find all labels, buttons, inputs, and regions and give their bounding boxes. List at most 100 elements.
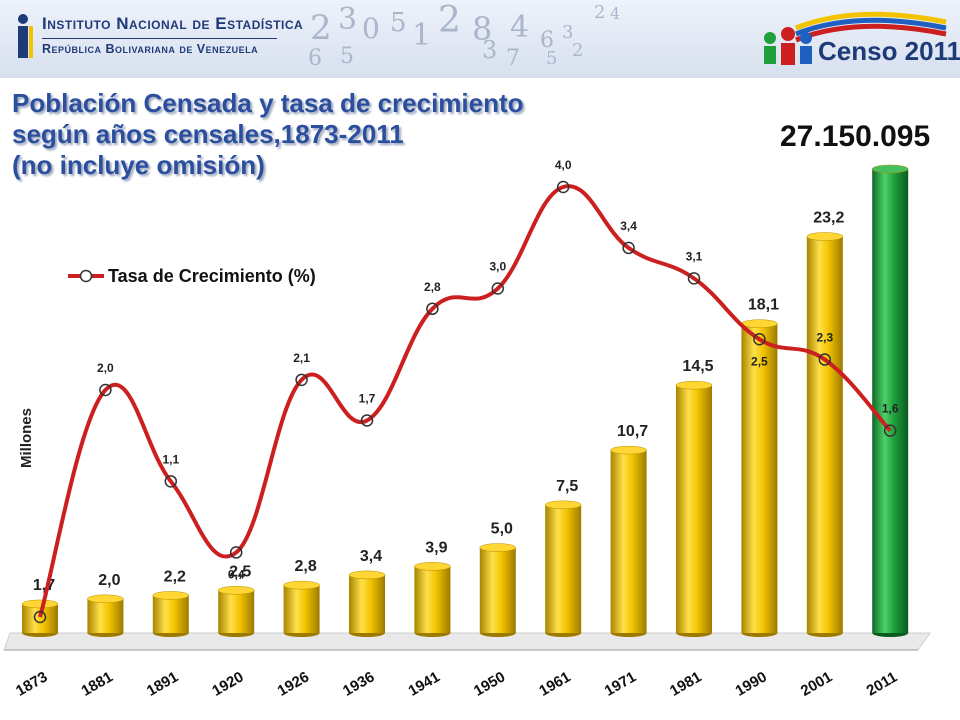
bar-cap (414, 562, 451, 571)
x-tick-label: 2001 (798, 668, 835, 699)
decor-digit: 8 (472, 10, 493, 48)
bar-cap (544, 500, 582, 510)
bar-cap (871, 164, 909, 174)
decor-digit: 6 (308, 46, 322, 71)
bar-cap (152, 591, 190, 600)
bar-1926 (283, 580, 320, 637)
bar-body (872, 169, 909, 633)
bar-body (87, 598, 124, 633)
decor-digit: 2 (594, 2, 606, 23)
growth-rate-label: 2,1 (293, 351, 310, 365)
growth-rate-point (556, 180, 570, 194)
decor-digit: 2 (572, 40, 584, 61)
logo-divider (42, 38, 277, 39)
decor-digit: 4 (610, 4, 621, 23)
bar-value-label: 2,5 (229, 563, 251, 580)
ine-logo-icon (18, 14, 33, 58)
growth-rate-point (622, 241, 635, 255)
growth-rate-point (491, 282, 505, 295)
growth-rate-label: 1,6 (882, 402, 899, 416)
bar-body (414, 566, 451, 633)
bar-1873 (21, 599, 59, 637)
bar-cap (479, 543, 517, 552)
decor-digit: 6 (540, 28, 554, 53)
x-tick-label: 1961 (536, 668, 573, 699)
growth-rate-label: 2,0 (97, 361, 114, 375)
bar-cap (21, 599, 59, 609)
growth-rate-label: 0,4 (228, 567, 245, 581)
bar-value-label: 10,7 (617, 423, 648, 440)
total-population-2011: 27.150.095 (780, 120, 931, 153)
growth-rate-label: 2,8 (424, 280, 441, 294)
x-tick-label: 1920 (209, 668, 246, 699)
decor-digit: 7 (506, 46, 520, 71)
decor-digit: 2 (310, 8, 332, 48)
decor-digit: 4 (510, 10, 530, 45)
bar-cap (741, 319, 778, 328)
bar-value-label: 18,1 (748, 297, 779, 314)
bar-value-label: 3,4 (360, 548, 382, 565)
bar-body (610, 450, 647, 633)
bar-1990 (741, 319, 778, 637)
x-tick-label: 1926 (275, 668, 312, 699)
bar-value-label: 5,0 (491, 521, 513, 538)
growth-rate-point (426, 302, 439, 316)
growth-rate-point (33, 610, 47, 624)
decor-digit: 3 (482, 36, 498, 64)
growth-rate-point (753, 333, 766, 346)
censo-logo-label: Censo 2011 (818, 36, 960, 66)
bar-cap (87, 594, 124, 604)
legend: Tasa de Crecimiento (%) (68, 266, 316, 286)
org-name: Instituto Nacional de Estadística (42, 14, 304, 33)
bar-body (22, 603, 58, 633)
bar-1920 (217, 586, 255, 637)
bar-value-label: 7,5 (556, 478, 578, 495)
bar-value-label: 1,7 (33, 577, 55, 594)
x-tick-label: 1881 (78, 668, 115, 699)
bar-body (218, 590, 255, 633)
legend-label: Tasa de Crecimiento (%) (108, 266, 316, 286)
x-tick-label: 1971 (602, 668, 639, 699)
growth-rate-label: 2,5 (751, 354, 768, 368)
growth-rate-label: 3,4 (620, 219, 637, 233)
bar-body (152, 595, 189, 633)
bar-value-label: 3,9 (425, 539, 447, 556)
growth-rate-point (295, 373, 308, 387)
bar-cap (675, 380, 713, 390)
bar-body (479, 547, 516, 633)
decor-digit: 5 (546, 48, 558, 69)
decor-digit: 1 (412, 18, 432, 53)
bar-cap (806, 232, 844, 241)
growth-rate-point (164, 475, 178, 488)
bar-value-label: 23,2 (813, 210, 844, 227)
org-country: República Bolivariana de Venezuela (42, 42, 259, 56)
x-tick-label: 1981 (667, 668, 704, 699)
bar-body (806, 236, 843, 633)
bar-1936 (348, 570, 386, 637)
bar-value-label: 14,5 (682, 358, 713, 375)
decor-digit: 3 (338, 2, 358, 37)
legend-marker (79, 269, 93, 283)
bar-body (283, 585, 320, 633)
censo-logo-icon (764, 11, 947, 65)
growth-rate-point (687, 272, 701, 285)
y-axis-label: Millones (18, 408, 35, 468)
bar-1881 (87, 594, 124, 637)
growth-rate-line (38, 184, 892, 618)
x-tick-label: 2011 (864, 669, 901, 700)
decor-digit: 0 (362, 12, 380, 45)
growth-rate-label: 2,3 (816, 331, 833, 345)
title-line-1: Población Censada y tasa de crecimiento (12, 88, 524, 118)
x-tick-label: 1936 (340, 668, 377, 699)
x-tick-label: 1873 (13, 668, 50, 699)
growth-rate-label: 3,0 (489, 260, 506, 274)
bar-2011 (871, 164, 909, 637)
bar-cap (348, 570, 386, 580)
growth-rate-point (99, 383, 112, 397)
title-line-2: según años censales,1873-2011 (12, 119, 404, 149)
x-tick-label: 1950 (471, 668, 508, 699)
chart-title: Población Censada y tasa de crecimiento … (12, 88, 712, 181)
